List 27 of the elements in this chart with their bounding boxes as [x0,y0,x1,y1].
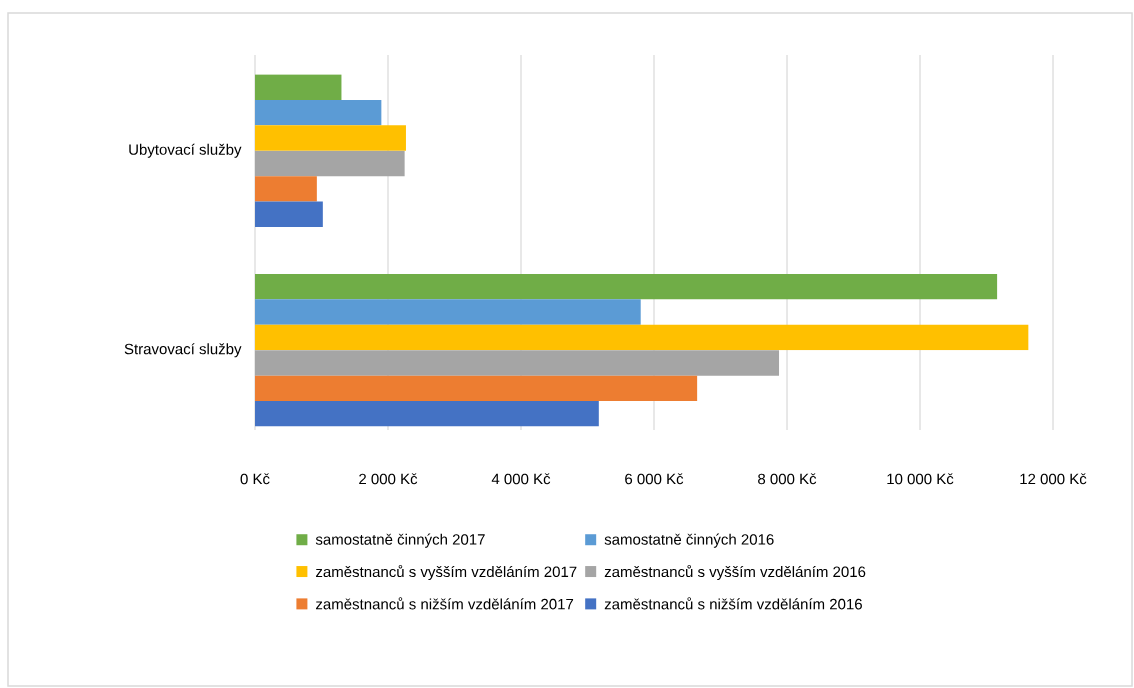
legend-label: zaměstnanců s nižším vzděláním 2017 [316,597,574,610]
bar [255,299,641,325]
legend-label: zaměstnanců s vyšším vzděláním 2017 [316,564,577,581]
x-tick-label: 2 000 Kč [359,473,418,485]
legend-label: samostatně činných 2016 [604,533,774,548]
y-tick-label: Stravovací služby [124,343,242,358]
bar [255,401,599,427]
x-tick-label: 4 000 Kč [491,473,551,485]
legend-label: samostatně činných 2017 [315,533,485,548]
bar [255,324,1029,351]
bar [255,150,405,177]
x-tick-label: 8 000 Kč [758,473,817,485]
bar [255,176,317,202]
legend-label: zaměstnanců s vyšším vzděláním 2016 [604,564,866,581]
bar [255,74,342,100]
x-tick-label: 10 000 Kč [887,473,954,485]
bar [255,273,998,300]
bar [255,375,698,402]
bar [255,201,323,228]
bar [255,125,406,151]
x-tick-label: 0 Kč [240,473,270,485]
y-tick-label: Ubytovací služby [129,143,242,158]
x-tick-label: 6 000 Kč [625,473,684,485]
bar [255,99,382,126]
x-tick-label: 12 000 Kč [1020,473,1087,485]
legend-label: zaměstnanců s nižším vzděláním 2016 [604,597,862,610]
bar [255,350,780,376]
